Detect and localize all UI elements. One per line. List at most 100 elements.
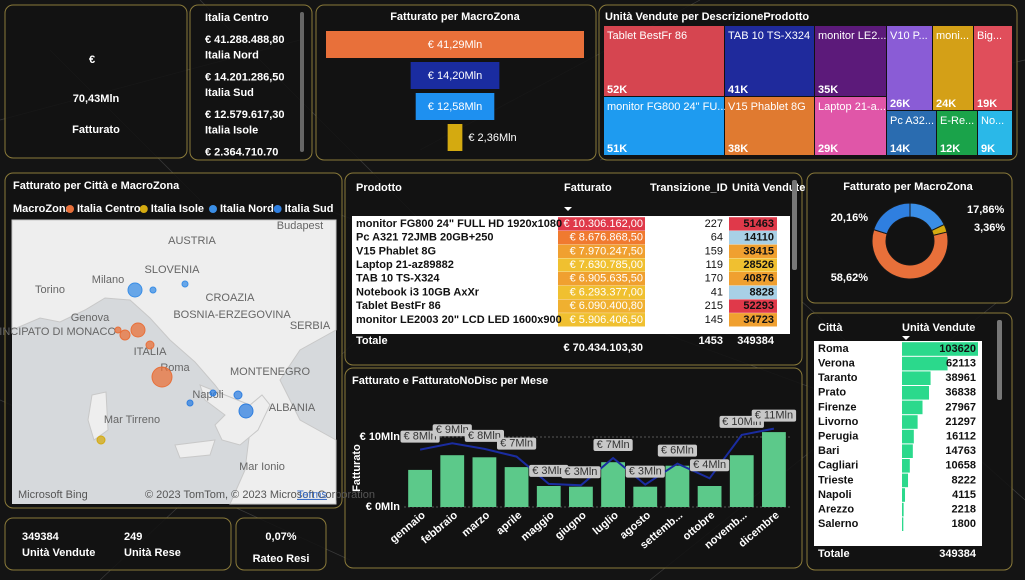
total-cell: 349384 — [737, 335, 775, 347]
cell: 62113 — [946, 358, 976, 370]
card-label: Rateo Resi — [253, 553, 310, 565]
data-label: € 6Mln — [661, 445, 694, 457]
data-label: € 11Mln — [755, 410, 793, 422]
bar — [536, 486, 561, 507]
total-cell: € 70.434.103,30 — [563, 342, 643, 354]
label-box — [432, 424, 472, 437]
bar — [902, 371, 931, 385]
data-label: € 10Mln — [722, 416, 761, 428]
scrollbar — [300, 12, 304, 152]
y-tick-label: € 0Mln — [366, 501, 401, 513]
map-bubble — [149, 286, 157, 294]
cell: € 10.306.162,00 — [563, 218, 643, 230]
tile-value: 51K — [607, 143, 627, 155]
label-box — [657, 444, 698, 457]
data-label: € 3Mln — [564, 466, 597, 478]
cell: € 7.630.785,00 — [570, 259, 643, 271]
cell: 103620 — [939, 343, 976, 355]
cell: € 6.090.400,80 — [570, 300, 643, 312]
tile-value: 35K — [818, 84, 838, 96]
panel — [189, 4, 313, 161]
funnel-bar — [410, 62, 500, 89]
cell: monitor LE2003 20" LCD LED 1600x900 — [356, 314, 562, 326]
panel — [235, 517, 327, 571]
cell: 119 — [705, 259, 723, 271]
cell: 34723 — [743, 314, 774, 326]
bar — [729, 455, 754, 507]
cell-bg — [558, 285, 645, 300]
tile-value: 19K — [977, 98, 997, 110]
data-label: € 4Mln — [693, 459, 726, 471]
label-box — [464, 429, 505, 442]
card-value: 0,07% — [265, 531, 296, 543]
map-bubble — [209, 389, 217, 397]
column-header: Unità Vendute — [732, 182, 805, 194]
label-box — [400, 430, 440, 443]
cell: Trieste — [818, 474, 853, 486]
total-cell: 349384 — [939, 548, 977, 560]
tile-label: TAB 10 TS-X324 — [728, 30, 810, 42]
tile-label: Pc A32... — [890, 115, 934, 127]
map-bubble — [233, 390, 243, 400]
cell: 145 — [705, 314, 723, 326]
treemap-tile — [937, 111, 977, 155]
map-terms: Terms — [297, 489, 327, 501]
bar — [902, 429, 914, 444]
bar — [762, 432, 786, 507]
treemap-tile — [978, 111, 1012, 155]
sort-icon — [902, 336, 910, 340]
treemap-tile — [815, 26, 886, 96]
tile-value: 14K — [890, 143, 910, 155]
map-brand: Microsoft Bing — [18, 489, 88, 501]
cell: 41 — [711, 286, 723, 298]
map-bubble — [151, 366, 173, 388]
chart-title: Fatturato per MacroZona — [390, 11, 520, 23]
place-label: Milano — [92, 274, 124, 286]
treemap-tile — [725, 26, 814, 96]
place-label: ALBANIA — [269, 402, 316, 414]
tile-label: monitor FG800 24" FU... — [607, 101, 726, 113]
cell-bg — [558, 258, 645, 272]
map-bubble — [114, 326, 122, 334]
data-label: € 3Mln — [629, 466, 662, 478]
panel — [4, 517, 232, 571]
cell: 2218 — [952, 504, 976, 516]
bar — [569, 486, 593, 507]
bar — [665, 465, 690, 507]
cell: 38415 — [743, 245, 774, 257]
bar — [902, 386, 930, 400]
zone-value: € 41.288.488,80 — [205, 34, 285, 46]
treemap-tile — [725, 97, 814, 155]
panel — [806, 172, 1013, 304]
treemap-tile — [815, 97, 886, 155]
cell: 51463 — [743, 218, 774, 230]
cell: 8222 — [952, 474, 976, 486]
place-label: CROAZIA — [206, 292, 256, 304]
chart-title: Fatturato per MacroZona — [843, 181, 973, 193]
zone-name: Italia Isole — [205, 124, 258, 136]
data-label: 3,36% — [974, 222, 1005, 234]
bar — [902, 444, 913, 458]
label-box — [751, 409, 797, 422]
card-label: Unità Vendute — [22, 547, 95, 559]
legend-label: Italia Isole — [151, 203, 204, 215]
tile-label: V10 P... — [890, 30, 928, 42]
map-bubble — [96, 435, 106, 445]
map-bubble — [181, 280, 189, 288]
tile-label: Laptop 21-a... — [818, 101, 886, 113]
donut-slice — [871, 228, 949, 280]
tile-value: 24K — [936, 98, 956, 110]
cell: Laptop 21-az89882 — [356, 259, 454, 271]
legend-label: Italia Sud — [285, 203, 334, 215]
cell: € 8.676.868,50 — [570, 232, 643, 244]
data-label: 17,86% — [967, 204, 1005, 216]
data-label: € 7Mln — [500, 438, 533, 450]
cell: Bari — [818, 445, 839, 457]
treemap-tile — [887, 111, 936, 155]
place-label: SERBIA — [290, 320, 331, 332]
data-label: € 8Mln — [468, 430, 501, 442]
cell-bg — [729, 230, 777, 245]
label-box — [625, 465, 665, 478]
bar — [472, 457, 497, 507]
kpi-label: Fatturato — [72, 124, 120, 136]
